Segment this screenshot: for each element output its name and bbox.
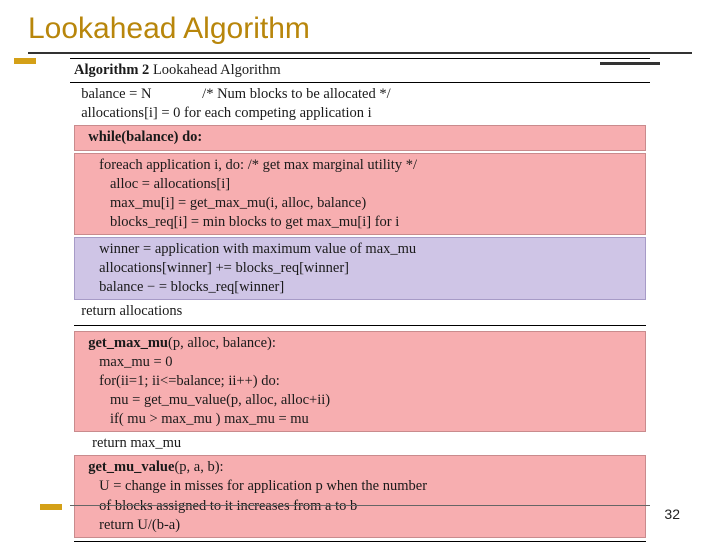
algorithm-label: Algorithm 2	[74, 62, 149, 78]
algo-bottom-rule	[74, 541, 646, 542]
footer-accent-bar	[40, 504, 62, 510]
slide-title: Lookahead Algorithm	[28, 12, 692, 46]
algo-line: while(balance) do:	[81, 128, 639, 147]
algo-line: mu = get_mu_value(p, alloc, alloc+ii)	[81, 391, 639, 410]
highlight-pink-block: get_max_mu(p, alloc, balance): max_mu = …	[74, 331, 646, 433]
algo-separator	[74, 325, 646, 329]
slide-container: Lookahead Algorithm Algorithm 2 Lookahea…	[0, 0, 720, 546]
algo-line: alloc = allocations[i]	[81, 175, 639, 194]
algo-line: allocations[winner] += blocks_req[winner…	[81, 259, 639, 278]
page-number: 32	[664, 506, 680, 522]
footer-rule	[70, 505, 650, 506]
fn-name: get_mu_value	[81, 459, 174, 475]
algo-line: allocations[i] = 0 for each competing ap…	[74, 104, 646, 123]
algo-while: while(balance) do:	[81, 129, 202, 145]
algo-line: balance − = blocks_req[winner]	[81, 278, 639, 297]
algo-line: winner = application with maximum value …	[81, 240, 639, 259]
algo-line: return allocations	[74, 302, 646, 321]
highlight-pink-block: foreach application i, do: /* get max ma…	[74, 153, 646, 236]
algorithm-header: Algorithm 2 Lookahead Algorithm	[70, 58, 650, 83]
algorithm-body: balance = N /* Num blocks to be allocate…	[70, 83, 650, 546]
accent-bar-right	[600, 62, 660, 65]
algo-line: of blocks assigned to it increases from …	[81, 497, 639, 516]
algo-line: return U/(b-a)	[81, 516, 639, 535]
algo-line: balance = N /* Num blocks to be allocate…	[74, 85, 646, 104]
fn-args: (p, a, b):	[174, 459, 223, 475]
algo-line: get_max_mu(p, alloc, balance):	[81, 334, 639, 353]
highlight-lilac-block: winner = application with maximum value …	[74, 237, 646, 300]
algorithm-title: Lookahead Algorithm	[153, 62, 281, 78]
highlight-pink-block: get_mu_value(p, a, b): U = change in mis…	[74, 455, 646, 538]
algo-line: return max_mu	[74, 434, 646, 453]
algo-line: U = change in misses for application p w…	[81, 477, 639, 496]
fn-args: (p, alloc, balance):	[168, 335, 276, 351]
algo-line: for(ii=1; ii<=balance; ii++) do:	[81, 372, 639, 391]
accent-bar-left	[14, 58, 36, 64]
algo-line: blocks_req[i] = min blocks to get max_mu…	[81, 213, 639, 232]
algo-line: max_mu = 0	[81, 353, 639, 372]
algo-line: if( mu > max_mu ) max_mu = mu	[81, 410, 639, 429]
algo-line: max_mu[i] = get_max_mu(i, alloc, balance…	[81, 194, 639, 213]
title-underline	[28, 52, 692, 54]
algorithm-box: Algorithm 2 Lookahead Algorithm balance …	[70, 58, 650, 546]
algo-line: foreach application i, do: /* get max ma…	[81, 156, 639, 175]
fn-name: get_max_mu	[81, 335, 168, 351]
highlight-pink-block: while(balance) do:	[74, 125, 646, 150]
algo-line: get_mu_value(p, a, b):	[81, 458, 639, 477]
